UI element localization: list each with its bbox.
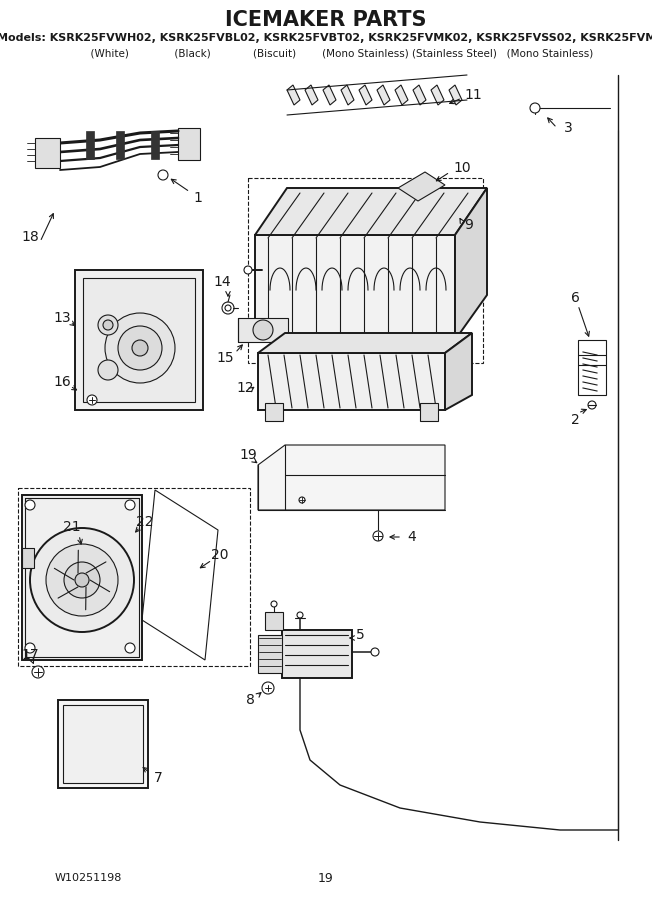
Bar <box>151 131 159 159</box>
Text: 20: 20 <box>211 548 229 562</box>
Circle shape <box>46 544 118 616</box>
Text: 2: 2 <box>570 413 580 427</box>
Text: 21: 21 <box>63 520 81 534</box>
Circle shape <box>132 340 148 356</box>
Polygon shape <box>255 235 455 340</box>
Bar <box>578 340 606 395</box>
Text: 15: 15 <box>216 351 234 365</box>
Circle shape <box>225 305 231 311</box>
Circle shape <box>530 103 540 113</box>
Bar <box>265 403 283 421</box>
Polygon shape <box>258 353 445 410</box>
Polygon shape <box>445 333 472 410</box>
Polygon shape <box>413 85 426 105</box>
Bar <box>178 128 200 160</box>
Bar <box>83 278 195 402</box>
Circle shape <box>125 643 135 653</box>
Text: 7: 7 <box>154 771 162 785</box>
Text: 8: 8 <box>246 693 254 707</box>
Circle shape <box>588 401 596 409</box>
Circle shape <box>262 682 274 694</box>
Text: 4: 4 <box>408 530 417 544</box>
Circle shape <box>158 170 168 180</box>
Text: 6: 6 <box>570 291 580 305</box>
Bar <box>86 131 94 159</box>
Text: For Models: KSRK25FVWH02, KSRK25FVBL02, KSRK25FVBT02, KSRK25FVMK02, KSRK25FVSS02: For Models: KSRK25FVWH02, KSRK25FVBL02, … <box>0 33 652 43</box>
Text: 18: 18 <box>21 230 39 244</box>
Circle shape <box>98 315 118 335</box>
Circle shape <box>25 500 35 510</box>
Polygon shape <box>449 85 462 105</box>
Polygon shape <box>305 85 318 105</box>
Circle shape <box>222 302 234 314</box>
Bar <box>35 138 60 168</box>
Circle shape <box>30 528 134 632</box>
Bar <box>420 403 438 421</box>
Text: W10251198: W10251198 <box>55 873 123 883</box>
Circle shape <box>64 562 100 598</box>
Text: 16: 16 <box>53 375 71 389</box>
Text: 1: 1 <box>194 191 202 205</box>
Bar <box>22 548 34 568</box>
Circle shape <box>75 573 89 587</box>
Circle shape <box>244 266 252 274</box>
Circle shape <box>253 320 273 340</box>
Polygon shape <box>323 85 336 105</box>
Circle shape <box>371 648 379 656</box>
Text: 14: 14 <box>213 275 231 289</box>
Bar <box>282 630 352 678</box>
Circle shape <box>299 497 305 503</box>
Bar <box>116 131 124 159</box>
Polygon shape <box>255 188 487 235</box>
Circle shape <box>373 531 383 541</box>
Text: 19: 19 <box>239 448 257 462</box>
Text: 5: 5 <box>355 628 364 642</box>
Polygon shape <box>455 188 487 340</box>
Text: 19: 19 <box>318 871 334 885</box>
Text: ICEMAKER PARTS: ICEMAKER PARTS <box>225 10 427 30</box>
Text: 17: 17 <box>21 648 39 662</box>
Circle shape <box>125 500 135 510</box>
Polygon shape <box>395 85 408 105</box>
Polygon shape <box>238 318 288 342</box>
Text: 11: 11 <box>464 88 482 102</box>
Polygon shape <box>398 172 445 201</box>
Bar <box>75 270 203 410</box>
Polygon shape <box>258 333 472 353</box>
Bar <box>18 488 250 666</box>
Circle shape <box>87 395 97 405</box>
Circle shape <box>118 326 162 370</box>
Polygon shape <box>431 85 444 105</box>
Text: 9: 9 <box>465 218 473 232</box>
Circle shape <box>271 601 277 607</box>
Bar <box>258 635 282 673</box>
Circle shape <box>25 643 35 653</box>
Bar <box>265 612 283 630</box>
Text: 3: 3 <box>563 121 572 135</box>
Polygon shape <box>341 85 354 105</box>
Text: 13: 13 <box>53 311 71 325</box>
Circle shape <box>103 320 113 330</box>
Polygon shape <box>359 85 372 105</box>
Text: 10: 10 <box>453 161 471 175</box>
Text: 12: 12 <box>236 381 254 395</box>
Text: 22: 22 <box>136 515 154 529</box>
Text: (White)              (Black)             (Biscuit)        (Mono Stainless) (Stai: (White) (Black) (Biscuit) (Mono Stainles… <box>59 49 593 59</box>
Circle shape <box>98 360 118 380</box>
Polygon shape <box>258 445 445 510</box>
Polygon shape <box>377 85 390 105</box>
Circle shape <box>105 313 175 383</box>
Bar <box>58 700 148 788</box>
Bar <box>248 178 483 363</box>
Circle shape <box>297 612 303 618</box>
Bar <box>63 705 143 783</box>
Polygon shape <box>287 85 300 105</box>
Circle shape <box>32 666 44 678</box>
Bar <box>22 495 142 660</box>
